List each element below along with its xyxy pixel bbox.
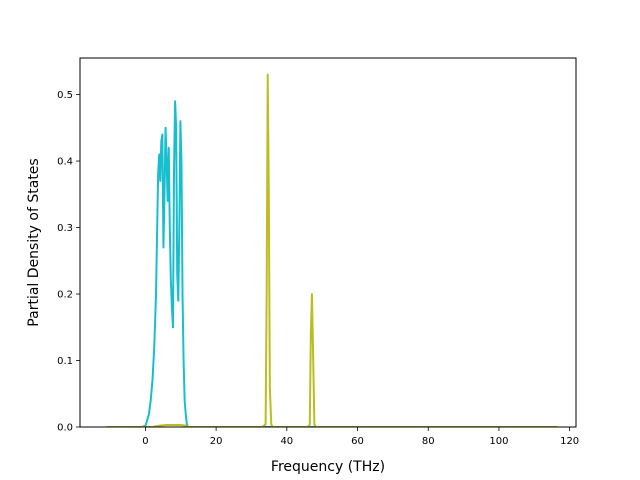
y-tick-label: 0.2 — [57, 290, 73, 301]
x-tick-label: 120 — [560, 436, 579, 447]
x-tick-label: 40 — [280, 436, 293, 447]
series-line-1 — [106, 100, 558, 427]
axes-frame — [79, 57, 577, 428]
x-tick-label: 20 — [210, 436, 223, 447]
y-tick-label: 0.1 — [57, 356, 73, 367]
x-axis: 0 20 40 60 80 100 120 — [142, 427, 579, 447]
y-axis: 0.0 0.1 0.2 0.3 0.4 0.5 — [57, 90, 80, 434]
x-tick-label: 0 — [142, 436, 148, 447]
x-tick-label: 60 — [351, 436, 364, 447]
series-line-2 — [106, 73, 558, 427]
x-tick-label: 100 — [489, 436, 508, 447]
y-tick-label: 0.3 — [57, 223, 73, 234]
y-tick-label: 0.5 — [57, 90, 73, 101]
x-axis-title: Frequency (THz) — [271, 459, 385, 475]
y-tick-label: 0.4 — [57, 157, 73, 168]
plot-area — [106, 73, 558, 427]
y-axis-title: Partial Density of States — [26, 158, 42, 326]
x-tick-label: 80 — [422, 436, 435, 447]
y-tick-label: 0.0 — [57, 423, 73, 434]
